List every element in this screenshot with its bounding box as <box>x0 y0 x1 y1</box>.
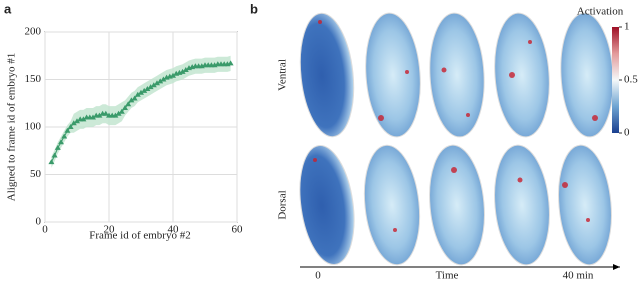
marker <box>70 120 77 126</box>
marker <box>112 112 119 118</box>
y-tick-label: 150 <box>25 73 42 85</box>
x-axis-label: Frame id of embryo #2 <box>89 230 190 242</box>
plot-area: 0 50 100 150 200 0 20 40 60 <box>25 26 244 236</box>
marker <box>134 91 141 97</box>
marker <box>54 144 61 150</box>
marker <box>131 95 138 101</box>
marker <box>80 116 87 122</box>
marker <box>144 86 151 91</box>
marker <box>102 110 109 116</box>
marker <box>157 78 164 84</box>
colorbar-ticks: 00.51 <box>619 21 638 139</box>
marker <box>115 110 122 116</box>
y-tick-label: 100 <box>25 121 42 133</box>
x-tick-label: 20 <box>104 224 116 236</box>
colorbar <box>612 27 619 133</box>
time-start: 0 <box>315 270 321 281</box>
panel-label: b <box>250 1 258 16</box>
marker <box>96 112 103 118</box>
marker <box>170 72 176 78</box>
marker <box>122 105 128 110</box>
marker <box>74 118 80 124</box>
marker <box>61 133 68 139</box>
time-arrowhead <box>613 264 620 270</box>
marker <box>51 152 58 158</box>
colorbar-title: Activation <box>577 6 624 18</box>
marker <box>48 159 55 165</box>
marker <box>58 139 64 145</box>
time-label: Time <box>436 270 459 281</box>
marker <box>160 76 167 82</box>
panel-label: a <box>4 1 12 16</box>
marker <box>125 101 132 107</box>
marker <box>154 80 160 86</box>
y-tick-label: 50 <box>30 168 42 180</box>
marker <box>138 89 144 95</box>
marker <box>67 124 74 129</box>
marker <box>150 82 157 88</box>
x-tick-label: 0 <box>42 224 48 236</box>
y-tick-label: 0 <box>36 216 42 228</box>
marker <box>227 60 234 66</box>
marker <box>147 84 154 90</box>
time-end: 40 min <box>563 270 594 281</box>
colorbar-tick-label: 0 <box>624 127 630 139</box>
marker <box>90 114 96 120</box>
row-label: Dorsal <box>277 190 289 219</box>
marker <box>64 127 71 133</box>
marker <box>179 68 186 74</box>
row-label: Ventral <box>277 59 289 91</box>
y-axis-label: Aligned to frame id of embryo #1 <box>6 53 18 201</box>
x-tick-label: 40 <box>168 224 180 236</box>
confidence-band <box>51 55 231 168</box>
y-tick-label: 200 <box>25 26 42 38</box>
embryos <box>299 12 614 266</box>
marker <box>118 108 125 114</box>
marker <box>182 67 189 72</box>
colorbar-tick-label: 0.5 <box>624 74 638 86</box>
colorbar-tick-label: 1 <box>624 21 630 33</box>
marker <box>128 97 135 103</box>
marker <box>141 87 148 93</box>
x-tick-label: 60 <box>232 224 244 236</box>
